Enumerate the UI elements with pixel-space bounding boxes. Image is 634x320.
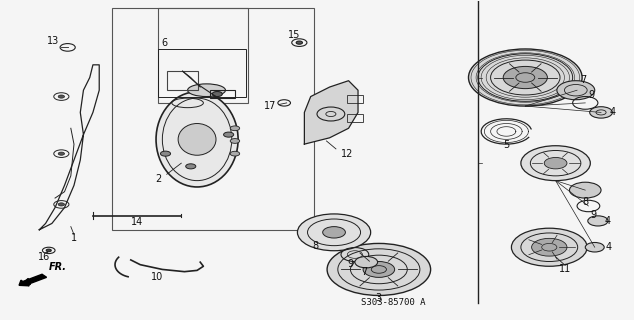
Circle shape xyxy=(323,227,346,238)
Text: 8: 8 xyxy=(582,197,588,207)
FancyArrow shape xyxy=(19,274,46,286)
Text: 4: 4 xyxy=(605,216,611,226)
Bar xyxy=(210,90,235,98)
Circle shape xyxy=(296,41,302,44)
Bar xyxy=(167,71,198,90)
Circle shape xyxy=(186,164,196,169)
Text: 5: 5 xyxy=(503,140,510,150)
Circle shape xyxy=(46,249,51,252)
Circle shape xyxy=(512,228,587,266)
Text: 6: 6 xyxy=(161,38,167,48)
Circle shape xyxy=(569,182,601,198)
Circle shape xyxy=(58,203,65,206)
Ellipse shape xyxy=(230,151,240,156)
Text: 9: 9 xyxy=(588,90,595,100)
Text: 12: 12 xyxy=(341,149,354,159)
Ellipse shape xyxy=(178,124,216,155)
Bar xyxy=(347,114,363,122)
Ellipse shape xyxy=(230,126,240,131)
Circle shape xyxy=(224,132,234,137)
Circle shape xyxy=(544,157,567,169)
Polygon shape xyxy=(304,81,358,144)
Circle shape xyxy=(588,216,608,226)
Text: 17: 17 xyxy=(264,101,276,111)
Text: 8: 8 xyxy=(312,241,318,251)
Text: 4: 4 xyxy=(605,242,612,252)
Text: 3: 3 xyxy=(376,293,382,303)
Text: FR.: FR. xyxy=(49,262,67,272)
Ellipse shape xyxy=(230,139,240,143)
Bar xyxy=(112,8,314,230)
Circle shape xyxy=(557,81,595,100)
Circle shape xyxy=(469,49,582,106)
Circle shape xyxy=(503,67,547,89)
Circle shape xyxy=(212,92,223,97)
Text: S303-85700 A: S303-85700 A xyxy=(361,298,425,307)
Circle shape xyxy=(327,244,430,295)
Circle shape xyxy=(58,95,65,98)
Text: 11: 11 xyxy=(559,264,571,275)
Text: 13: 13 xyxy=(47,36,59,46)
Ellipse shape xyxy=(156,92,238,187)
Text: 16: 16 xyxy=(38,252,51,262)
Circle shape xyxy=(585,243,604,252)
Text: 9: 9 xyxy=(347,259,354,269)
Circle shape xyxy=(297,214,371,251)
Circle shape xyxy=(363,261,394,277)
Circle shape xyxy=(590,107,612,118)
Bar xyxy=(158,49,246,97)
Text: 2: 2 xyxy=(155,174,161,184)
Text: 7: 7 xyxy=(580,75,586,85)
Bar xyxy=(158,8,247,103)
Circle shape xyxy=(521,146,590,180)
Bar xyxy=(347,95,363,103)
Circle shape xyxy=(58,152,65,155)
Circle shape xyxy=(532,238,567,256)
Circle shape xyxy=(160,151,171,156)
Text: 9: 9 xyxy=(590,210,597,220)
Circle shape xyxy=(355,256,378,268)
Text: 15: 15 xyxy=(288,30,301,40)
Text: 4: 4 xyxy=(609,108,616,117)
Text: 14: 14 xyxy=(131,217,143,227)
Text: 10: 10 xyxy=(150,272,163,282)
Ellipse shape xyxy=(188,84,226,97)
Text: 1: 1 xyxy=(71,233,77,243)
Text: 7: 7 xyxy=(361,267,368,277)
